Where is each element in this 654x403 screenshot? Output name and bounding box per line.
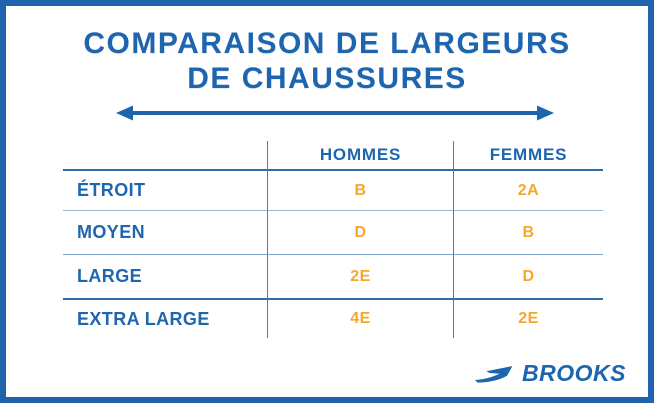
table-row: EXTRA LARGE 4E 2E bbox=[63, 298, 603, 338]
column-header-femmes: FEMMES bbox=[453, 141, 603, 169]
page-title: COMPARAISON DE LARGEURS DE CHAUSSURES bbox=[6, 26, 648, 96]
cell-value-hommes: 4E bbox=[267, 298, 453, 338]
brooks-logo: BROOKS bbox=[475, 358, 626, 388]
double-arrow-icon bbox=[116, 105, 554, 121]
cell-value-femmes: 2A bbox=[453, 169, 603, 210]
title-line-1: COMPARAISON DE LARGEURS bbox=[83, 27, 571, 60]
column-header-hommes: HOMMES bbox=[267, 141, 453, 169]
table-row: ÉTROIT B 2A bbox=[63, 169, 603, 210]
shoe-width-table: HOMMES FEMMES ÉTROIT B 2A MOYEN D B LARG… bbox=[63, 141, 603, 338]
table-row: LARGE 2E D bbox=[63, 254, 603, 298]
row-label: ÉTROIT bbox=[63, 169, 267, 210]
cell-value-femmes: 2E bbox=[453, 298, 603, 338]
title-line-2: DE CHAUSSURES bbox=[187, 62, 467, 95]
row-label: MOYEN bbox=[63, 210, 267, 254]
cell-value-hommes: 2E bbox=[267, 254, 453, 298]
cell-value-hommes: D bbox=[267, 210, 453, 254]
cell-value-femmes: D bbox=[453, 254, 603, 298]
table-header-row: HOMMES FEMMES bbox=[63, 141, 603, 169]
row-label: LARGE bbox=[63, 254, 267, 298]
column-header-blank bbox=[63, 141, 267, 169]
row-label: EXTRA LARGE bbox=[63, 298, 267, 338]
brooks-wordmark: BROOKS bbox=[522, 360, 626, 386]
cell-value-hommes: B bbox=[267, 169, 453, 210]
table-row: MOYEN D B bbox=[63, 210, 603, 254]
cell-value-femmes: B bbox=[453, 210, 603, 254]
brooks-chevron-icon bbox=[475, 362, 515, 384]
